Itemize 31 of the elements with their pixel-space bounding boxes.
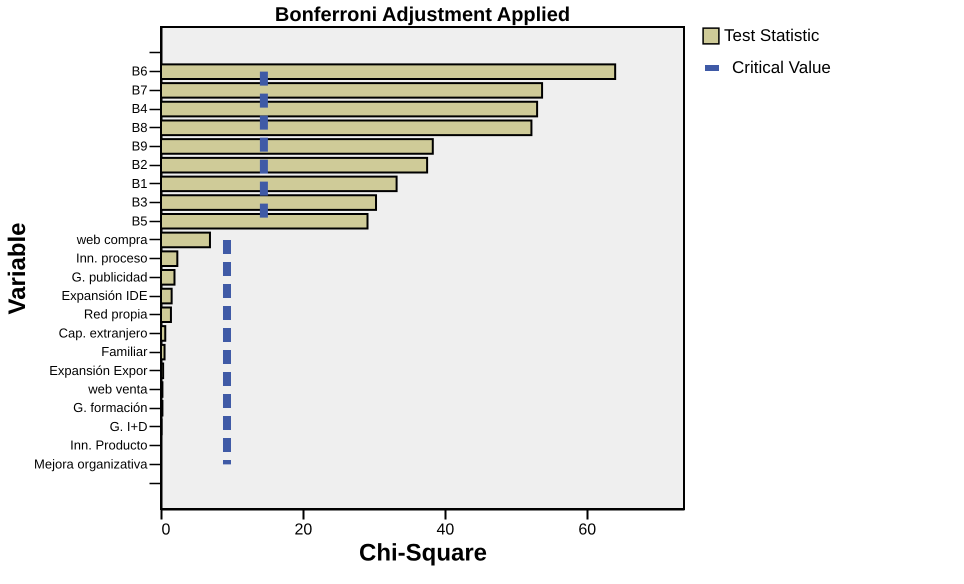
- x-tick-label: 40: [436, 522, 454, 538]
- y-tick-label: B6: [132, 64, 148, 79]
- y-tick-label: Expansión Expor: [49, 362, 148, 378]
- x-tick-label: 0: [162, 522, 170, 538]
- y-tick-label: Red propia: [84, 306, 148, 322]
- y-tick-label: B9: [132, 138, 148, 154]
- x-axis-title: Chi-Square: [358, 540, 488, 566]
- x-tick-label: 20: [294, 522, 312, 538]
- y-tick-label: Expansión IDE: [62, 288, 148, 304]
- y-tick-label: G. publicidad: [72, 269, 148, 284]
- chart-title: Bonferroni Adjustment Applied: [274, 4, 570, 26]
- y-tick-label: B5: [132, 213, 148, 228]
- y-tick-label: web venta: [87, 382, 148, 397]
- legend-label: Critical Value: [732, 58, 831, 77]
- y-tick-label: web compra: [76, 232, 148, 247]
- y-tick-label: B1: [132, 176, 148, 191]
- y-tick-label: G. formación: [73, 400, 148, 416]
- y-tick-label: Familiar: [101, 344, 148, 360]
- y-tick-label: Mejora organizativa: [34, 456, 148, 472]
- legend-label: Test Statistic: [724, 26, 820, 45]
- y-tick-label: B7: [132, 82, 148, 98]
- y-axis-title: Variable: [4, 222, 32, 315]
- y-tick-label: Inn. proceso: [76, 250, 148, 266]
- y-tick-label: G. I+D: [110, 418, 148, 434]
- y-tick-label: B3: [132, 194, 148, 210]
- y-tick-label: Inn. Producto: [70, 438, 148, 453]
- x-tick-label: 60: [578, 522, 596, 538]
- y-tick-label: B2: [132, 157, 148, 172]
- y-tick-label: Cap. extranjero: [58, 325, 148, 340]
- y-tick-label: B4: [132, 101, 148, 116]
- y-tick-label: B8: [132, 120, 148, 135]
